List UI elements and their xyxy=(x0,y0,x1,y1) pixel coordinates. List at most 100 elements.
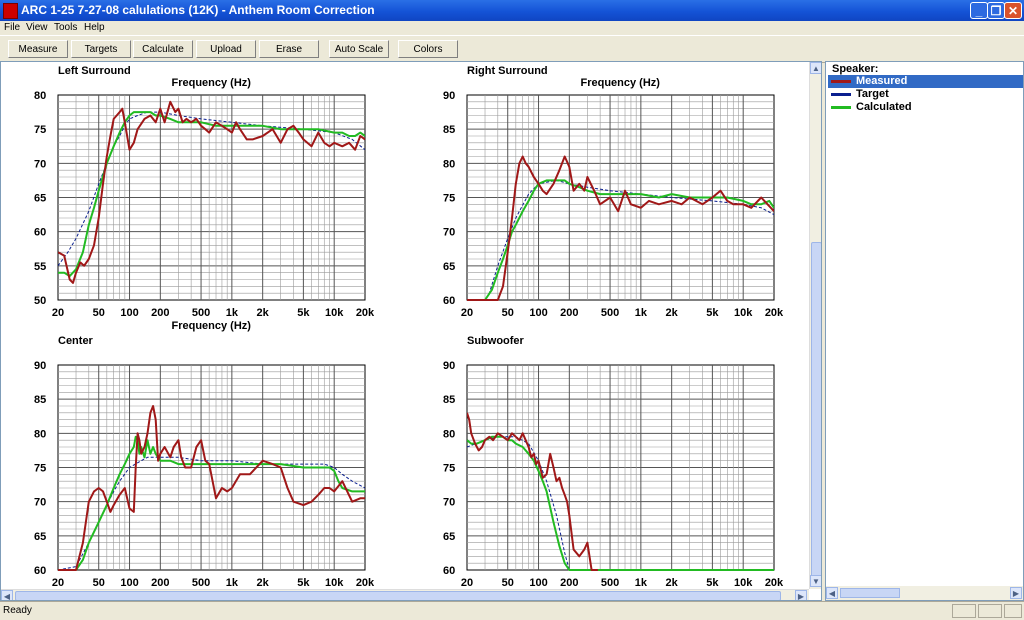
chart-3: Subwoofer 60 65 70 75 80 85 90 20 50 100 200 500 1k 2k… xyxy=(443,335,784,589)
y-tick-label: 80 xyxy=(34,428,46,440)
plot-area: Left Surround Frequency (Hz) 50 55 60 65 70 75 8… xyxy=(0,61,822,601)
series-target-line xyxy=(467,179,774,301)
y-tick-label: 75 xyxy=(34,124,46,136)
vertical-scrollbar[interactable]: ▲ ▼ xyxy=(809,62,821,589)
status-text: Ready xyxy=(3,605,32,616)
title-bar[interactable]: ARC 1-25 7-27-08 calulations (12K) - Ant… xyxy=(0,0,1024,21)
legend-label-calculated: Calculated xyxy=(856,101,912,113)
x-tick-label: 500 xyxy=(601,307,619,319)
app-icon xyxy=(3,3,18,19)
scroll-left-icon[interactable]: ◀ xyxy=(1,590,13,600)
x-tick-label: 1k xyxy=(635,577,648,589)
horizontal-scroll-thumb[interactable] xyxy=(15,591,781,600)
scroll-down-icon[interactable]: ▼ xyxy=(810,575,821,587)
x-tick-label: 200 xyxy=(560,577,578,589)
x-axis-label: Frequency (Hz) xyxy=(581,77,661,89)
y-tick-label: 90 xyxy=(34,360,46,372)
y-tick-label: 65 xyxy=(34,193,46,205)
minimize-button[interactable]: _ xyxy=(970,2,988,19)
auto-scale-button[interactable]: Auto Scale xyxy=(329,40,389,58)
x-tick-label: 5k xyxy=(706,577,719,589)
legend-label-measured: Measured xyxy=(856,75,908,87)
x-tick-label: 5k xyxy=(297,577,310,589)
x-tick-label: 500 xyxy=(192,307,210,319)
x-axis-label: Frequency (Hz) xyxy=(172,77,252,89)
x-tick-label: 20k xyxy=(356,307,375,319)
y-tick-label: 70 xyxy=(443,497,455,509)
x-tick-label: 10k xyxy=(325,577,344,589)
close-button[interactable]: ✕ xyxy=(1004,2,1022,19)
series-calculated-line xyxy=(58,435,365,571)
colors-button[interactable]: Colors xyxy=(398,40,458,58)
legend-item-calculated[interactable]: Calculated xyxy=(828,101,1023,114)
scroll-up-icon[interactable]: ▲ xyxy=(810,62,821,74)
y-tick-label: 90 xyxy=(443,360,455,372)
x-tick-label: 500 xyxy=(601,577,619,589)
scroll-right-icon[interactable]: ▶ xyxy=(795,590,807,600)
speaker-legend-panel: Speaker: Measured Target Calculated ◀ ▶ xyxy=(825,61,1024,601)
x-tick-label: 2k xyxy=(666,307,679,319)
legend-title: Speaker: xyxy=(832,63,879,75)
legend-item-target[interactable]: Target xyxy=(828,88,1023,101)
y-tick-label: 85 xyxy=(443,124,455,136)
chart-title: Subwoofer xyxy=(467,335,525,347)
y-tick-label: 55 xyxy=(34,261,46,273)
x-tick-label: 500 xyxy=(192,577,210,589)
status-panel-2 xyxy=(978,604,1002,618)
menu-file[interactable]: File xyxy=(4,22,21,33)
x-tick-label: 20k xyxy=(765,577,784,589)
x-tick-label: 2k xyxy=(257,307,270,319)
status-bar: Ready xyxy=(0,601,1024,620)
legend-scroll-left-icon[interactable]: ◀ xyxy=(826,587,838,599)
x-axis-label: Frequency (Hz) xyxy=(172,320,252,332)
chart-title: Center xyxy=(58,335,94,347)
x-tick-label: 1k xyxy=(226,577,239,589)
x-tick-label: 20 xyxy=(52,577,64,589)
erase-button[interactable]: Erase xyxy=(259,40,319,58)
y-tick-label: 85 xyxy=(443,394,455,406)
x-tick-label: 200 xyxy=(151,307,169,319)
legend-horizontal-scrollbar[interactable]: ◀ ▶ xyxy=(826,586,1023,600)
y-tick-label: 70 xyxy=(443,227,455,239)
x-tick-label: 20 xyxy=(52,307,64,319)
x-tick-label: 50 xyxy=(502,307,514,319)
y-tick-label: 80 xyxy=(443,428,455,440)
vertical-scroll-thumb[interactable] xyxy=(811,242,821,582)
menu-view[interactable]: View xyxy=(26,22,48,33)
window-title: ARC 1-25 7-27-08 calulations (12K) - Ant… xyxy=(21,3,375,17)
chart-1: Right Surround Frequency (Hz) 60 65 70 75 80 85… xyxy=(443,65,784,319)
chart-title: Left Surround xyxy=(58,65,131,77)
x-tick-label: 1k xyxy=(635,307,648,319)
menu-tools[interactable]: Tools xyxy=(54,22,78,33)
x-tick-label: 5k xyxy=(706,307,719,319)
x-tick-label: 20k xyxy=(356,577,375,589)
targets-button[interactable]: Targets xyxy=(71,40,131,58)
legend-scroll-thumb[interactable] xyxy=(840,588,900,598)
calculate-button[interactable]: Calculate xyxy=(133,40,193,58)
y-tick-label: 50 xyxy=(34,295,46,307)
upload-button[interactable]: Upload xyxy=(196,40,256,58)
x-tick-label: 20 xyxy=(461,307,473,319)
maximize-button[interactable]: ❐ xyxy=(987,2,1005,19)
x-tick-label: 200 xyxy=(560,307,578,319)
plots-canvas: Left Surround Frequency (Hz) 50 55 60 65 70 75 8… xyxy=(34,65,784,589)
y-tick-label: 70 xyxy=(34,497,46,509)
y-tick-label: 65 xyxy=(443,531,455,543)
menu-help[interactable]: Help xyxy=(84,22,105,33)
calculated-swatch xyxy=(831,106,851,109)
y-tick-label: 80 xyxy=(34,90,46,102)
x-tick-label: 5k xyxy=(297,307,310,319)
x-tick-label: 100 xyxy=(529,307,547,319)
series-measured-line xyxy=(58,405,365,571)
x-tick-label: 50 xyxy=(93,577,105,589)
legend-item-measured[interactable]: Measured xyxy=(828,75,1023,88)
menu-bar: File View Tools Help xyxy=(0,21,1024,35)
y-tick-label: 85 xyxy=(34,394,46,406)
series-measured-line xyxy=(58,100,365,284)
legend-label-target: Target xyxy=(856,88,889,100)
measure-button[interactable]: Measure xyxy=(8,40,68,58)
y-tick-label: 60 xyxy=(443,295,455,307)
legend-scroll-right-icon[interactable]: ▶ xyxy=(1010,587,1022,599)
y-tick-label: 60 xyxy=(34,565,46,577)
horizontal-scrollbar[interactable]: ◀ ▶ xyxy=(1,589,809,600)
